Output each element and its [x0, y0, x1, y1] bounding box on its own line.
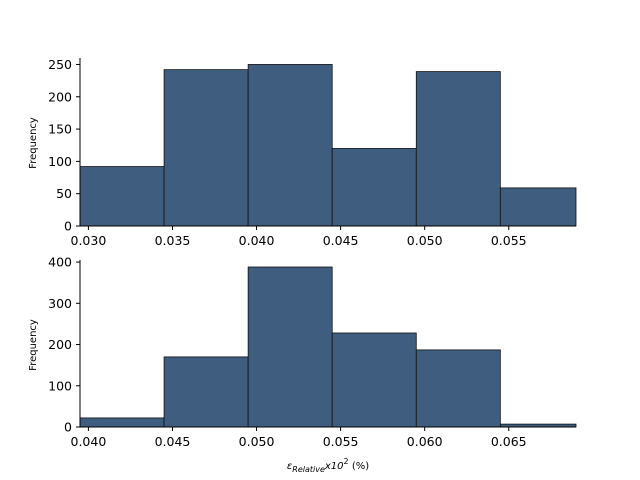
top-x-tick-label-2: 0.040 — [239, 233, 275, 248]
top-y-tick-label-5: 250 — [48, 57, 72, 72]
top-y-tick-label-4: 200 — [48, 89, 72, 104]
top-y-axis-label: Frequency — [28, 117, 39, 169]
top-y-tick-label-0: 0 — [64, 219, 72, 234]
bottom-y-tick-label-0: 0 — [64, 420, 72, 435]
top-bar-4 — [415, 71, 501, 227]
top-bar-0 — [79, 166, 165, 227]
xlabel-unit: (%) — [349, 461, 370, 472]
top-bar-3 — [331, 148, 417, 227]
bottom-bar-1 — [163, 356, 249, 428]
top-bar-2 — [247, 64, 333, 227]
bottom-x-tick-label-2: 0.050 — [239, 434, 275, 449]
bottom-y-tick-label-2: 200 — [48, 337, 72, 352]
bottom-bar-3 — [331, 332, 417, 428]
bottom-y-tick-label-4: 400 — [48, 255, 72, 270]
top-x-tick-label-0: 0.030 — [71, 233, 107, 248]
top-y-tick-label-2: 100 — [48, 154, 72, 169]
xlabel-epsilon: ε — [287, 461, 293, 472]
bottom-y-tick-label-1: 100 — [48, 378, 72, 393]
top-x-tick-label-3: 0.045 — [323, 233, 359, 248]
top-bar-5 — [499, 187, 577, 227]
bottom-y-tick-label-3: 300 — [48, 296, 72, 311]
bottom-x-tick-label-4: 0.060 — [407, 434, 443, 449]
bottom-bar-4 — [415, 349, 501, 428]
histogram-top: Frequency 0 50 100 150 200 250 0.030 0.035 0.040… — [28, 57, 577, 248]
bottom-x-tick-label-0: 0.040 — [71, 434, 107, 449]
bottom-bar-2 — [247, 266, 333, 428]
bottom-x-tick-label-1: 0.045 — [155, 434, 191, 449]
xlabel-subscript: Relative — [292, 465, 325, 474]
bottom-x-tick-label-3: 0.055 — [323, 434, 359, 449]
top-y-tick-label-3: 150 — [48, 122, 72, 137]
top-x-tick-label-4: 0.050 — [407, 233, 443, 248]
bottom-bar-0 — [79, 417, 165, 428]
xlabel-superscript: 2 — [344, 457, 349, 466]
histogram-bottom: Frequency 0 100 200 300 400 0.040 0.045 0.050 0.… — [28, 255, 577, 449]
bottom-x-axis-label: εRelativex102 (%) — [287, 457, 369, 474]
bottom-x-tick-label-5: 0.065 — [491, 434, 527, 449]
bottom-y-axis-label: Frequency — [28, 319, 39, 371]
top-x-tick-label-1: 0.035 — [155, 233, 191, 248]
top-x-tick-label-5: 0.055 — [491, 233, 527, 248]
top-bar-1 — [163, 69, 249, 227]
top-y-tick-label-1: 50 — [56, 186, 72, 201]
xlabel-times: x10 — [324, 461, 344, 472]
